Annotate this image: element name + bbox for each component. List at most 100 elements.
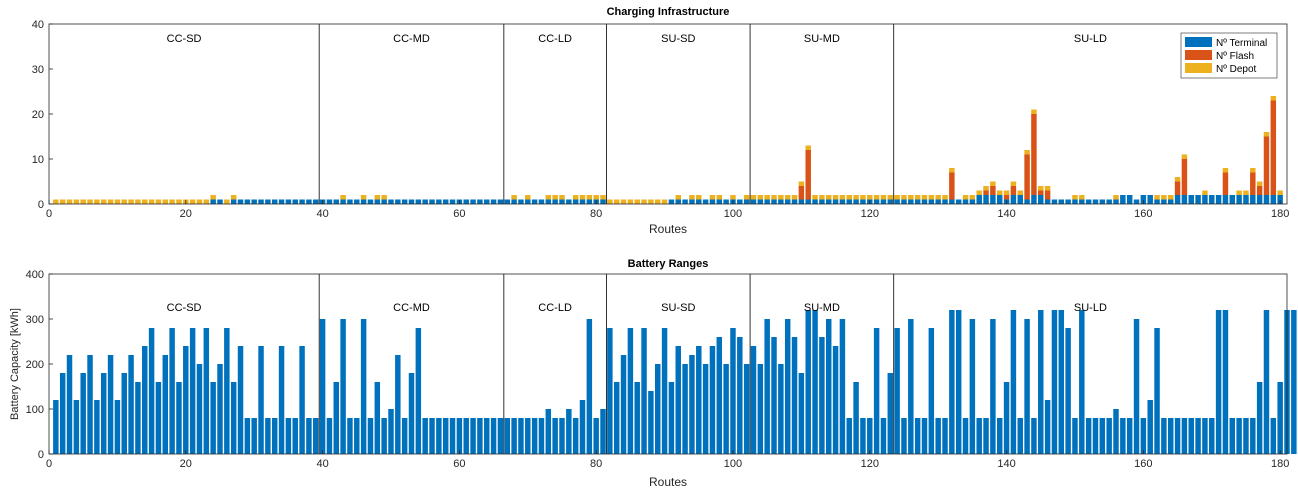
bar-battery-130 xyxy=(935,418,940,454)
bar-battery-124 xyxy=(894,328,899,454)
bar-n-depot-127 xyxy=(915,195,920,200)
bar-n-depot-84 xyxy=(621,200,626,205)
bar-battery-86 xyxy=(634,382,639,454)
bar-n-terminal-64 xyxy=(484,200,489,205)
bar-n-flash-177 xyxy=(1257,186,1262,195)
bar-battery-40 xyxy=(320,319,325,454)
bar-n-terminal-142 xyxy=(1018,195,1023,204)
group-label-su-ld: SU-LD xyxy=(1074,302,1107,314)
bar-n-depot-108 xyxy=(785,195,790,200)
bar-battery-143 xyxy=(1024,319,1029,454)
bar-n-terminal-57 xyxy=(436,200,441,205)
y-tick-label: 400 xyxy=(26,269,44,281)
group-label-cc-sd: CC-SD xyxy=(167,302,202,314)
bar-battery-169 xyxy=(1202,418,1207,454)
group-label-cc-sd: CC-SD xyxy=(167,33,202,45)
bar-n-flash-146 xyxy=(1045,191,1050,200)
bar-n-terminal-107 xyxy=(778,200,783,205)
bar-n-depot-129 xyxy=(929,195,934,200)
group-label-su-sd: SU-SD xyxy=(661,33,695,45)
bar-battery-163 xyxy=(1161,418,1166,454)
y-tick-label: 0 xyxy=(38,449,44,461)
bar-n-terminal-170 xyxy=(1209,195,1214,204)
bar-n-depot-88 xyxy=(648,200,653,205)
bar-battery-107 xyxy=(778,364,783,454)
bar-n-terminal-68 xyxy=(511,200,516,205)
bar-battery-180 xyxy=(1277,382,1282,454)
bar-n-depot-100 xyxy=(730,195,735,200)
bar-battery-126 xyxy=(908,319,913,454)
bar-battery-18 xyxy=(169,328,174,454)
bar-n-terminal-67 xyxy=(505,200,510,205)
bar-n-depot-82 xyxy=(607,200,612,205)
bar-n-depot-103 xyxy=(751,195,756,200)
bar-battery-154 xyxy=(1100,418,1105,454)
bar-battery-21 xyxy=(190,328,195,454)
bar-n-terminal-25 xyxy=(217,200,222,205)
bar-n-terminal-56 xyxy=(429,200,434,205)
bar-n-terminal-161 xyxy=(1147,195,1152,204)
x-tick-label: 80 xyxy=(590,208,602,220)
bar-battery-172 xyxy=(1223,310,1228,454)
bar-n-terminal-163 xyxy=(1161,200,1166,205)
bar-n-terminal-165 xyxy=(1175,195,1180,204)
bar-n-terminal-122 xyxy=(881,200,886,205)
x-tick-label: 160 xyxy=(1134,208,1152,220)
bar-battery-103 xyxy=(751,346,756,454)
y-axis-label: Battery Capacity [kWh] xyxy=(9,308,21,420)
bar-battery-28 xyxy=(238,346,243,454)
y-tick-label: 40 xyxy=(32,19,44,31)
bar-battery-61 xyxy=(463,418,468,454)
bar-n-depot-23 xyxy=(204,200,209,205)
bar-n-depot-68 xyxy=(511,195,516,200)
bar-n-terminal-174 xyxy=(1236,195,1241,204)
bar-n-depot-12 xyxy=(128,200,133,205)
bar-n-depot-5 xyxy=(80,200,85,205)
bar-n-terminal-119 xyxy=(860,200,865,205)
bar-battery-111 xyxy=(805,310,810,454)
bar-n-terminal-103 xyxy=(751,200,756,205)
bar-battery-7 xyxy=(94,400,99,454)
bar-n-depot-6 xyxy=(87,200,92,205)
bar-n-depot-136 xyxy=(976,191,981,196)
bar-n-terminal-151 xyxy=(1079,200,1084,205)
bar-n-depot-26 xyxy=(224,200,229,205)
bar-n-depot-95 xyxy=(696,195,701,200)
bar-n-depot-1 xyxy=(53,200,58,205)
bar-n-depot-43 xyxy=(340,195,345,200)
x-tick-label: 180 xyxy=(1271,458,1289,470)
y-tick-label: 300 xyxy=(26,314,44,326)
bar-battery-69 xyxy=(518,418,523,454)
bar-battery-91 xyxy=(669,382,674,454)
bar-n-depot-163 xyxy=(1161,195,1166,200)
group-label-cc-ld: CC-LD xyxy=(538,33,572,45)
bar-n-depot-117 xyxy=(847,195,852,200)
bar-n-terminal-36 xyxy=(293,200,298,205)
bar-battery-113 xyxy=(819,337,824,454)
group-label-su-ld: SU-LD xyxy=(1074,33,1107,45)
x-tick-label: 140 xyxy=(997,458,1015,470)
bar-n-terminal-155 xyxy=(1106,200,1111,205)
bar-n-depot-24 xyxy=(210,195,215,200)
bar-battery-160 xyxy=(1141,418,1146,454)
bar-n-depot-142 xyxy=(1018,191,1023,196)
x-tick-label: 40 xyxy=(316,458,328,470)
bar-n-depot-128 xyxy=(922,195,927,200)
bar-battery-153 xyxy=(1093,418,1098,454)
bar-n-flash-143 xyxy=(1024,155,1029,200)
bar-battery-150 xyxy=(1072,418,1077,454)
bar-n-terminal-106 xyxy=(771,200,776,205)
bar-n-depot-113 xyxy=(819,195,824,200)
bar-battery-11 xyxy=(122,373,127,454)
bar-n-depot-74 xyxy=(552,195,557,200)
group-label-cc-md: CC-MD xyxy=(393,302,430,314)
bar-n-depot-13 xyxy=(135,200,140,205)
bar-battery-128 xyxy=(922,418,927,454)
bar-n-depot-125 xyxy=(901,195,906,200)
bar-battery-29 xyxy=(245,418,250,454)
bar-n-terminal-92 xyxy=(676,200,681,205)
x-tick-label: 180 xyxy=(1271,208,1289,220)
bar-n-depot-4 xyxy=(74,200,79,205)
bar-battery-165 xyxy=(1175,418,1180,454)
bar-battery-138 xyxy=(990,319,995,454)
